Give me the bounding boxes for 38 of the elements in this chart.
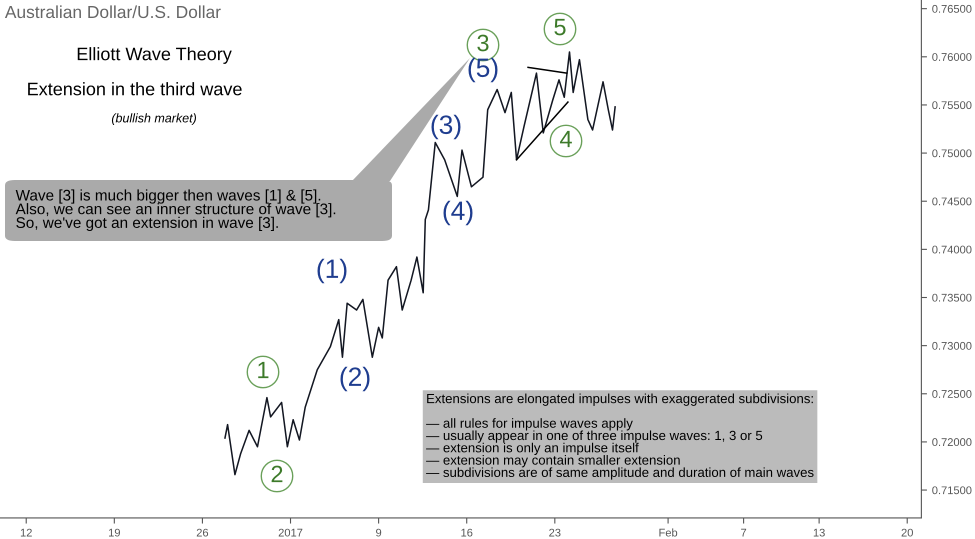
annotation: (1)	[318, 258, 346, 284]
annotation: 2	[272, 466, 282, 482]
y-tick-label: 0.72500	[932, 390, 972, 398]
y-tick-label: 0.74500	[932, 197, 972, 206]
x-tick-label: 7	[741, 528, 746, 536]
annotation: Extension in the third wave	[28, 82, 242, 96]
y-tick-label: 0.72000	[932, 438, 972, 446]
x-tick-label: Feb	[659, 528, 678, 537]
x-tick-label: 13	[814, 528, 825, 537]
x-tick-label: 19	[108, 528, 120, 537]
y-tick-label: 0.73000	[932, 342, 972, 350]
y-tick-label: 0.71500	[932, 486, 972, 494]
y-tick-label: 0.76500	[932, 4, 972, 13]
annotation: (4)	[444, 200, 472, 226]
x-tick-label: 12	[20, 528, 32, 536]
annotation: 4	[560, 130, 572, 148]
x-tick-label: 20	[902, 528, 913, 537]
annotation: (2)	[340, 366, 370, 392]
y-tick-label: 0.75000	[932, 149, 972, 158]
x-tick-label: 9	[376, 528, 382, 537]
y-tick-label: 0.76000	[932, 53, 972, 61]
annotation: Elliott Wave Theory	[78, 47, 232, 64]
y-tick-label: 0.74000	[932, 246, 972, 254]
x-tick-label: 26	[196, 528, 208, 537]
x-tick-label: 23	[549, 528, 561, 537]
x-tick-label: 16	[461, 528, 472, 537]
x-tick-label: 2017	[278, 528, 302, 537]
annotation: Extensions are elongated impulses with exaggerated subdivisions: — all rules for impulse waves apply — usually appear in one of three impulse waves: 1, 3 or 5 — extension is only an impulse itself — extension may contain smaller extension — subdivisions are of same amplitude and duration of main waves	[426, 394, 814, 480]
annotation: (3)	[432, 114, 460, 140]
annotation: 3	[477, 34, 489, 52]
annotation: (5)	[468, 58, 498, 82]
y-tick-label: 0.73500	[932, 294, 972, 302]
annotation: Wave [3] is much bigger then waves [1] & [5]. Also, we can see an inner structure of wave [3]. So, we've got an extension in wave [3].	[16, 189, 336, 232]
annotation: 5	[554, 18, 566, 36]
annotation: (bullish market)	[112, 113, 196, 125]
annotation: 1	[258, 362, 268, 378]
y-tick-label: 0.75500	[932, 101, 972, 110]
chart-title: Australian Dollar/U.S. Dollar	[4, 5, 221, 18]
